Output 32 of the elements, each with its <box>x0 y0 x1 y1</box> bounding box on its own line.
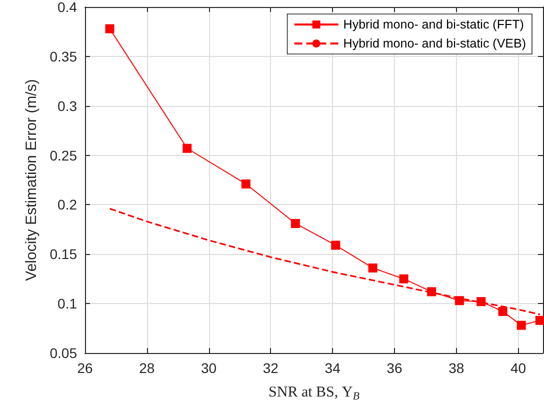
y-tick-label: 0.15 <box>50 246 78 262</box>
y-tick-label: 0.35 <box>50 48 78 64</box>
x-tick-label: 38 <box>448 360 464 376</box>
point <box>105 24 114 34</box>
x-tick-label: 26 <box>77 360 93 376</box>
point <box>535 316 544 325</box>
point <box>331 240 340 250</box>
x-tick-label: 28 <box>139 360 155 376</box>
legend-label: Hybrid mono- and bi-static (FFT) <box>343 18 524 32</box>
y-tick-label: 0.3 <box>58 98 78 114</box>
x-tick-label: 40 <box>510 360 526 376</box>
point <box>399 274 408 284</box>
x-tick-label: 36 <box>386 360 402 376</box>
y-tick-label: 0.4 <box>58 0 78 15</box>
x-tick-label: 34 <box>324 360 341 376</box>
y-tick-label: 0.25 <box>50 147 78 164</box>
point <box>516 320 526 330</box>
legend-label: Hybrid mono- and bi-static (VEB) <box>343 36 526 50</box>
x-tick-label: 30 <box>200 360 217 376</box>
y-tick-label: 0.05 <box>50 345 78 361</box>
point <box>290 218 300 228</box>
point <box>241 179 250 188</box>
y-tick-label: 0.1 <box>58 296 78 312</box>
y-tick-label: 0.2 <box>58 196 78 213</box>
point <box>368 263 378 272</box>
point <box>427 287 436 296</box>
point <box>498 306 508 316</box>
x-tick-label: 32 <box>262 360 279 376</box>
point <box>476 297 486 306</box>
y-axis-title: Velocity Estimation Error (m/s) <box>22 79 40 281</box>
point <box>182 144 192 153</box>
point <box>454 296 464 306</box>
